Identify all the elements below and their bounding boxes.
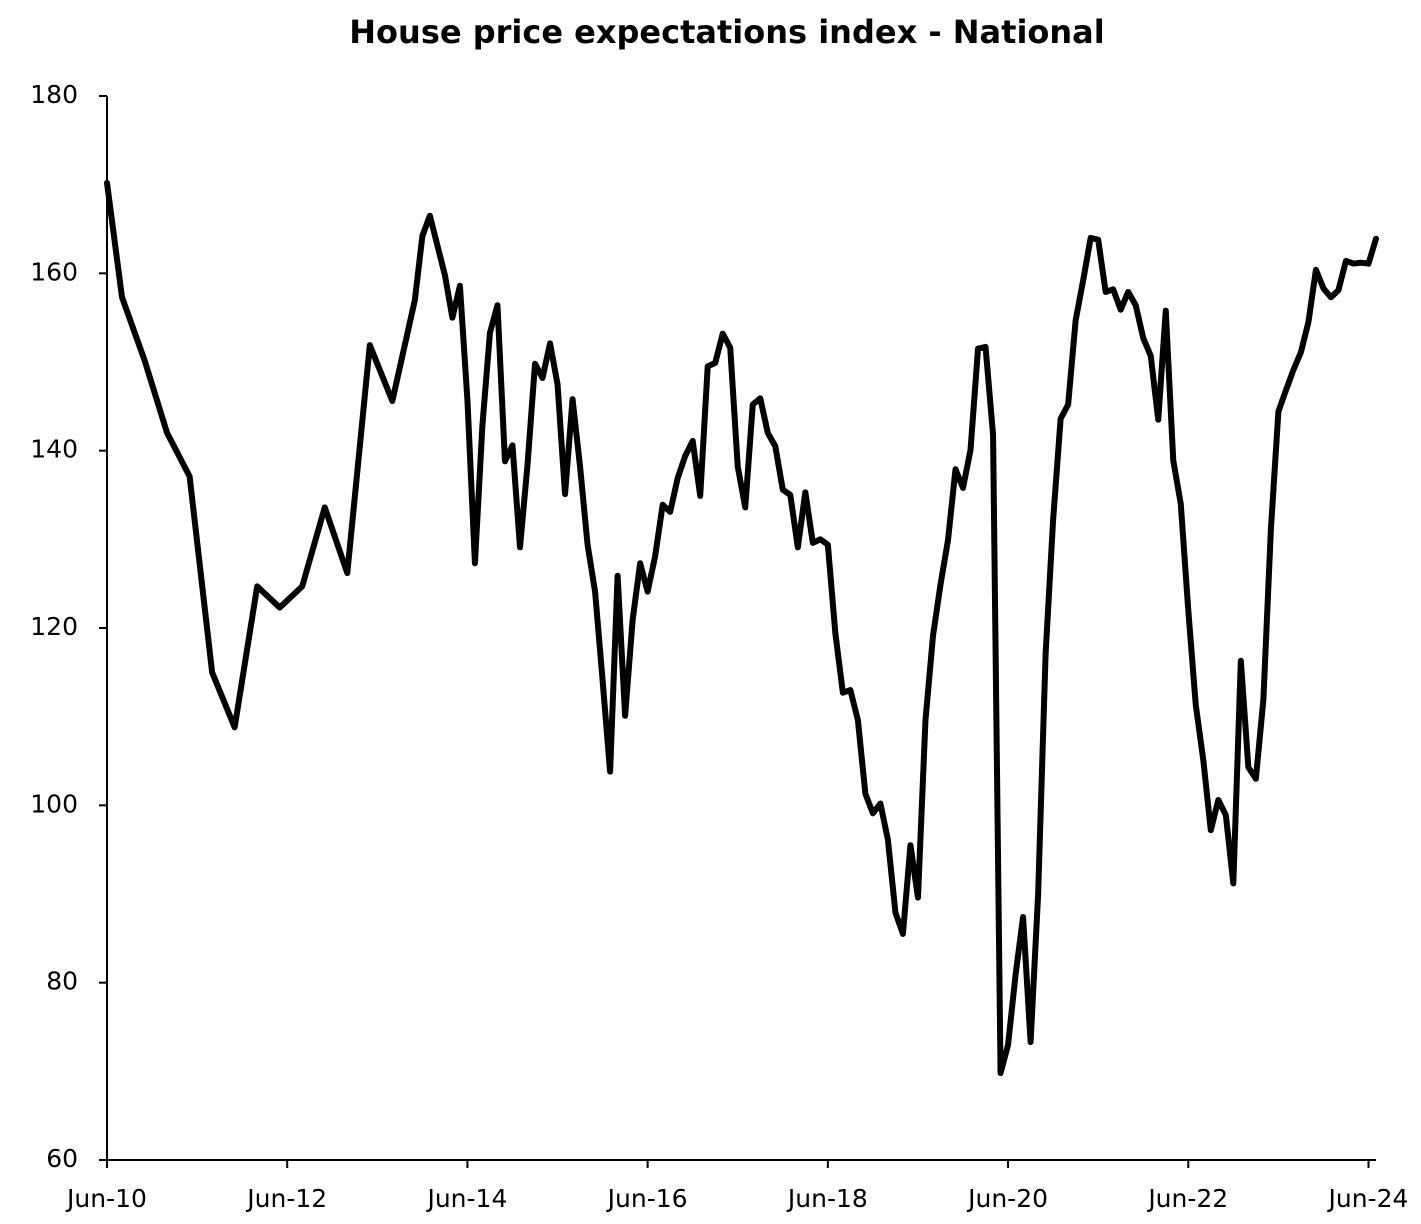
x-tick-label: Jun-14 bbox=[425, 1184, 507, 1213]
y-tick-label: 140 bbox=[30, 435, 78, 464]
y-tick-label: 60 bbox=[46, 1144, 78, 1173]
chart-title: House price expectations index - Nationa… bbox=[349, 13, 1104, 51]
x-tick-label: Jun-16 bbox=[606, 1184, 688, 1213]
x-tick-label: Jun-10 bbox=[65, 1184, 147, 1213]
y-tick-label: 120 bbox=[30, 612, 78, 641]
y-tick-label: 160 bbox=[30, 257, 78, 286]
x-tick-label: Jun-22 bbox=[1146, 1184, 1228, 1213]
x-tick-label: Jun-24 bbox=[1327, 1184, 1409, 1213]
y-tick-label: 80 bbox=[46, 967, 78, 996]
x-tick-label: Jun-12 bbox=[245, 1184, 327, 1213]
series-line bbox=[104, 179, 1379, 1077]
x-tick-label: Jun-18 bbox=[786, 1184, 868, 1213]
x-tick-label: Jun-20 bbox=[966, 1184, 1048, 1213]
y-tick-label: 100 bbox=[30, 789, 78, 818]
y-tick-label: 180 bbox=[30, 80, 78, 109]
